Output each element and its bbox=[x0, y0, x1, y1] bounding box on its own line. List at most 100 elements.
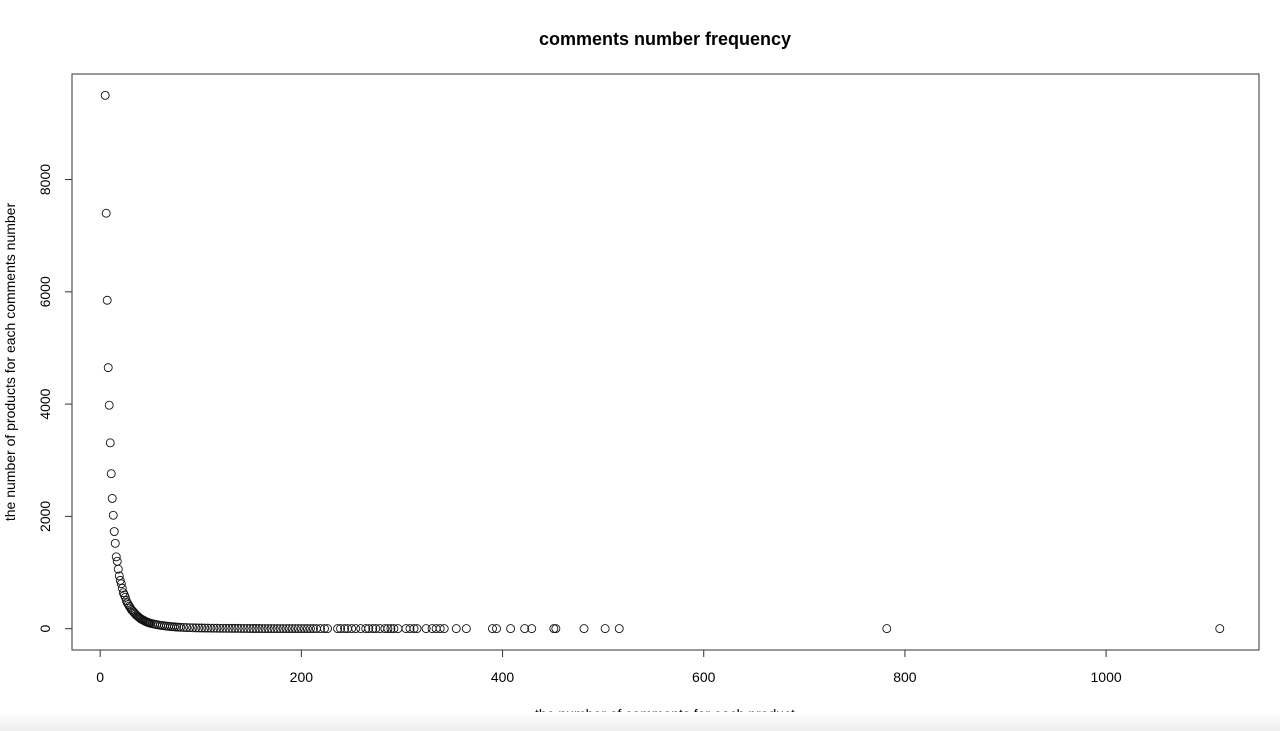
data-point bbox=[100, 90, 110, 100]
y-tick-label: 8000 bbox=[37, 164, 53, 195]
data-point bbox=[320, 624, 329, 634]
data-point bbox=[191, 623, 201, 633]
data-point bbox=[347, 624, 357, 634]
data-point bbox=[305, 624, 315, 634]
y-tick-label: 4000 bbox=[37, 388, 53, 419]
data-point bbox=[236, 623, 246, 633]
data-point bbox=[108, 510, 118, 520]
data-point bbox=[405, 624, 415, 634]
data-point bbox=[106, 469, 116, 479]
data-point bbox=[421, 624, 431, 634]
data-point bbox=[527, 624, 537, 634]
data-point bbox=[224, 623, 234, 633]
data-point bbox=[197, 623, 207, 633]
data-point bbox=[278, 624, 288, 634]
data-point bbox=[302, 624, 312, 634]
data-point bbox=[194, 623, 204, 633]
x-tick-label: 600 bbox=[692, 669, 716, 685]
data-point bbox=[103, 363, 113, 373]
data-point bbox=[218, 623, 228, 633]
data-point bbox=[254, 624, 264, 633]
data-point bbox=[203, 623, 213, 633]
data-point bbox=[113, 564, 123, 574]
data-point bbox=[212, 623, 222, 633]
y-axis-label: the number of products for each comments… bbox=[2, 203, 18, 522]
data-point bbox=[200, 623, 210, 633]
data-point bbox=[336, 624, 346, 634]
data-points bbox=[100, 90, 1225, 634]
data-point bbox=[492, 624, 501, 634]
data-point bbox=[185, 623, 195, 633]
x-tick-label: 800 bbox=[893, 669, 917, 685]
window-edge-shadow bbox=[0, 712, 1280, 731]
data-point bbox=[215, 623, 225, 633]
data-point bbox=[551, 624, 561, 634]
data-point bbox=[323, 624, 332, 634]
data-point bbox=[361, 624, 371, 634]
data-point bbox=[118, 588, 128, 598]
data-point bbox=[245, 624, 255, 633]
data-point bbox=[299, 624, 309, 634]
data-point bbox=[882, 624, 892, 634]
data-point bbox=[111, 552, 121, 562]
data-point bbox=[614, 624, 624, 634]
x-tick-label: 400 bbox=[491, 669, 515, 685]
chart-title: comments number frequency bbox=[539, 29, 791, 49]
data-point bbox=[368, 624, 378, 634]
data-point bbox=[248, 624, 258, 633]
data-point bbox=[284, 624, 294, 634]
data-point bbox=[260, 624, 270, 634]
data-point bbox=[233, 623, 243, 633]
data-point bbox=[351, 624, 361, 634]
data-point bbox=[110, 538, 120, 548]
data-point bbox=[488, 624, 497, 634]
data-point bbox=[263, 624, 273, 634]
data-point bbox=[600, 624, 610, 634]
data-point bbox=[549, 624, 559, 634]
data-point bbox=[221, 623, 231, 633]
x-tick-label: 1000 bbox=[1091, 669, 1122, 685]
data-point bbox=[101, 208, 111, 218]
data-point bbox=[272, 624, 282, 634]
y-axis: 0 2000 4000 6000 8000 bbox=[37, 164, 72, 633]
data-point bbox=[340, 624, 350, 634]
data-point bbox=[230, 623, 240, 633]
data-point bbox=[439, 624, 449, 634]
data-point bbox=[179, 622, 189, 632]
data-point bbox=[371, 624, 381, 634]
data-point bbox=[579, 624, 589, 634]
data-point bbox=[506, 624, 516, 634]
data-point bbox=[461, 624, 471, 634]
data-point bbox=[296, 624, 306, 634]
x-axis: 0 200 400 600 800 1000 bbox=[96, 650, 1122, 685]
data-point bbox=[109, 527, 119, 536]
data-point bbox=[281, 624, 291, 634]
data-point bbox=[120, 592, 130, 602]
x-tick-label: 0 bbox=[96, 669, 104, 685]
data-point bbox=[316, 624, 325, 634]
data-point bbox=[520, 624, 530, 634]
data-point bbox=[435, 624, 445, 634]
data-point bbox=[209, 623, 219, 633]
data-point bbox=[275, 624, 285, 634]
data-point bbox=[105, 438, 115, 448]
data-point bbox=[116, 579, 126, 589]
data-point bbox=[227, 623, 237, 633]
data-point bbox=[308, 624, 318, 634]
data-point bbox=[107, 493, 117, 503]
data-point bbox=[364, 624, 374, 634]
data-point bbox=[409, 624, 419, 634]
data-point bbox=[242, 623, 252, 633]
data-point bbox=[293, 624, 303, 634]
data-point bbox=[119, 590, 129, 600]
data-point bbox=[383, 624, 393, 634]
data-point bbox=[269, 624, 279, 634]
data-point bbox=[290, 624, 300, 634]
data-point bbox=[257, 624, 267, 634]
data-point bbox=[102, 295, 112, 305]
data-point bbox=[104, 400, 114, 410]
data-point bbox=[287, 624, 297, 634]
data-point bbox=[182, 623, 192, 632]
data-point bbox=[176, 622, 186, 632]
